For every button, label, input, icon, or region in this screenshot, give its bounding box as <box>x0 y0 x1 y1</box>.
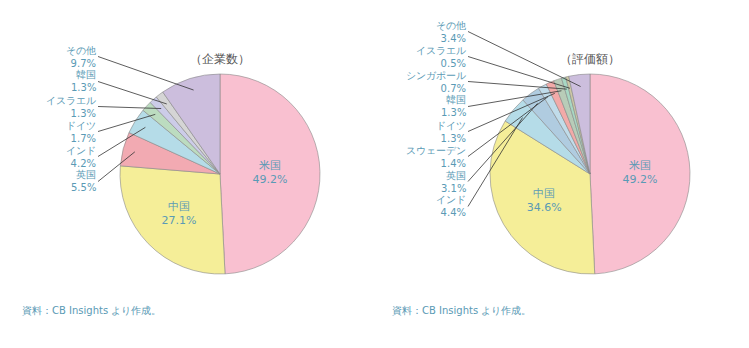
svg-text:シンガポール0.7%: シンガポール0.7% <box>406 70 466 94</box>
svg-text:その他9.7%: その他9.7% <box>66 45 96 69</box>
svg-text:（評価額）: （評価額） <box>560 52 620 66</box>
svg-text:その他3.4%: その他3.4% <box>436 20 466 44</box>
svg-text:中国34.6%: 中国34.6% <box>527 187 562 214</box>
svg-text:中国27.1%: 中国27.1% <box>162 200 197 227</box>
svg-text:スウェーデン1.4%: スウェーデン1.4% <box>406 145 466 169</box>
svg-text:（企業数）: （企業数） <box>190 52 250 66</box>
svg-text:英国5.5%: 英国5.5% <box>71 169 96 193</box>
svg-text:米国49.2%: 米国49.2% <box>623 159 658 186</box>
svg-text:ドイツ1.3%: ドイツ1.3% <box>436 120 466 144</box>
svg-text:韓国1.3%: 韓国1.3% <box>71 69 96 93</box>
svg-text:インド4.2%: インド4.2% <box>66 145 96 169</box>
svg-text:資料：CB Insights より作成。: 資料：CB Insights より作成。 <box>22 305 161 316</box>
svg-text:ドイツ1.7%: ドイツ1.7% <box>66 120 96 144</box>
svg-text:米国49.2%: 米国49.2% <box>253 159 288 186</box>
svg-text:イスラエル1.3%: イスラエル1.3% <box>46 95 96 119</box>
svg-text:インド4.4%: インド4.4% <box>436 194 466 218</box>
svg-text:資料：CB Insights より作成。: 資料：CB Insights より作成。 <box>392 305 531 316</box>
svg-text:英国3.1%: 英国3.1% <box>441 170 466 194</box>
svg-text:イスラエル0.5%: イスラエル0.5% <box>416 45 466 69</box>
svg-text:韓国1.3%: 韓国1.3% <box>441 94 466 118</box>
